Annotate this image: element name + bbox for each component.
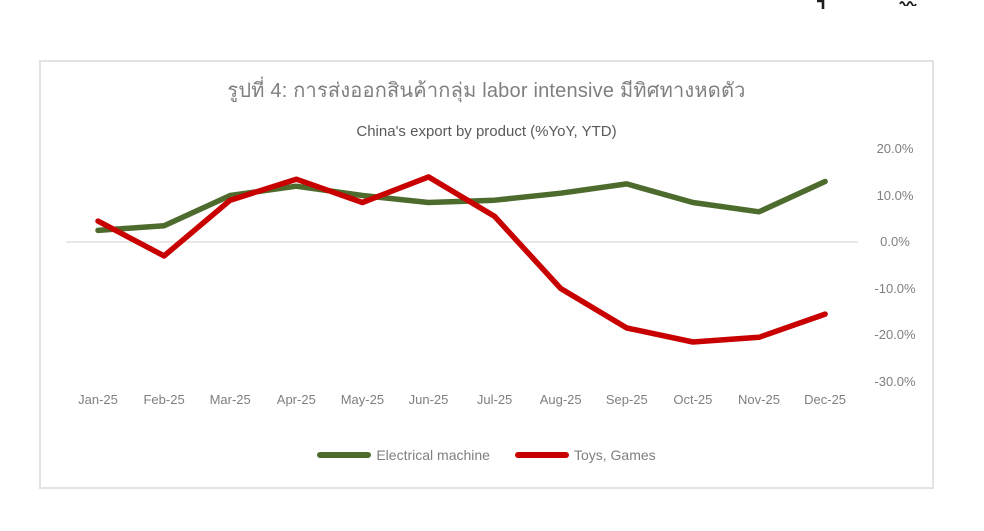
series-line-toys-games	[95, 174, 828, 345]
x-axis-tick-label: Jul-25	[476, 392, 513, 407]
x-axis-tick-label: Apr-25	[276, 392, 316, 407]
series-line-electrical-machine	[95, 178, 828, 234]
legend-swatch-electrical-machine	[317, 452, 372, 458]
x-axis-tick-label: Jun-25	[408, 392, 449, 407]
chart-card: รูปที่ 4: การส่งออกสินค้ากลุ่ม labor int…	[39, 60, 934, 489]
x-axis-tick-label: Dec-25	[804, 392, 847, 407]
y-axis-tick-label: 0.0%	[880, 234, 910, 249]
y-axis-tick-label: -10.0%	[874, 280, 916, 296]
legend-label-electrical-machine: Electrical machine	[376, 447, 490, 463]
legend-item-toys-games: Toys, Games	[514, 447, 656, 463]
legend-swatch-toys-games	[514, 452, 569, 458]
cropped-glyph-fragment-2	[899, 1, 917, 6]
x-axis-tick-label: Sep-25	[605, 392, 648, 407]
y-axis-tick-label: -30.0%	[874, 373, 916, 389]
chart-subtitle: China's export by product (%YoY, YTD)	[356, 123, 617, 140]
x-axis-tick-label: Oct-25	[673, 392, 713, 407]
legend-label-toys-games: Toys, Games	[573, 447, 656, 463]
y-axis-tick-label: 20.0%	[876, 141, 914, 156]
x-axis-tick-label: Aug-25	[539, 392, 582, 407]
line-chart-plot-area	[66, 174, 858, 345]
y-axis-tick-label: -20.0%	[874, 327, 916, 342]
y-axis-tick-label: 10.0%	[876, 187, 914, 203]
x-axis-tick-label: Jan-25	[78, 392, 118, 407]
x-axis-tick-label: Mar-25	[209, 392, 251, 407]
figure-title: รูปที่ 4: การส่งออกสินค้ากลุ่ม labor int…	[227, 80, 746, 102]
legend-item-electrical-machine: Electrical machine	[317, 447, 490, 463]
x-axis-tick-label: Nov-25	[738, 392, 780, 407]
x-axis-tick-label: May-25	[340, 392, 385, 407]
x-axis-tick-label: Feb-25	[143, 392, 185, 407]
chart-legend: Electrical machine Toys, Games	[41, 446, 932, 464]
cropped-glyph-fragment-1	[817, 0, 825, 9]
